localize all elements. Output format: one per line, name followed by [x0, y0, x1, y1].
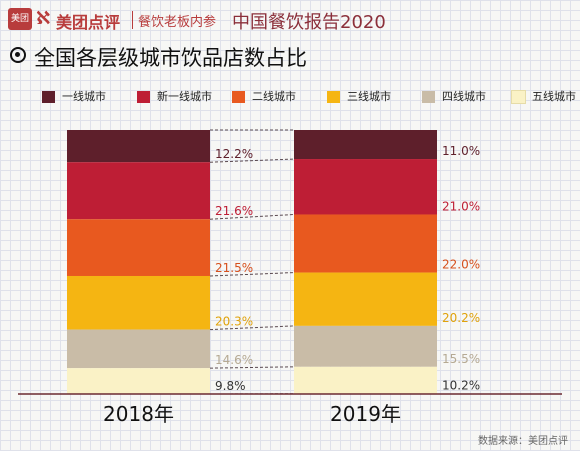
legend-label: 二线城市	[252, 90, 296, 103]
brand-name: 美团点评	[56, 13, 121, 32]
header-divider	[132, 11, 133, 29]
legend-label: 四线城市	[442, 90, 486, 103]
bar-segment-1-3	[294, 272, 437, 326]
legend-label: 五线城市	[532, 90, 576, 103]
value-label-1-5: 10.2%	[442, 379, 480, 393]
bar-segment-0-4	[67, 329, 210, 369]
legend-swatch	[42, 91, 55, 103]
legend-swatch	[232, 91, 245, 103]
data-source: 数据来源：美团点评	[478, 436, 568, 447]
meituan-logo-badge: 美团	[8, 8, 32, 30]
connector-line-4	[209, 325, 295, 331]
bar-segment-0-1	[67, 162, 210, 220]
connector-line-3	[209, 272, 295, 277]
category-label-0: 2018年	[103, 402, 174, 426]
sub-brand: 餐饮老板内参	[138, 15, 217, 30]
legend-label: 一线城市	[62, 90, 106, 103]
value-label-0-2: 21.5%	[215, 261, 253, 275]
bullet-circle-icon	[10, 47, 26, 63]
value-label-0-0: 12.2%	[215, 147, 253, 161]
legend-label: 新一线城市	[157, 90, 212, 103]
value-label-1-4: 15.5%	[442, 352, 480, 366]
legend-swatch	[327, 91, 340, 103]
category-label-1: 2019年	[330, 402, 401, 426]
value-label-1-2: 22.0%	[442, 258, 480, 272]
bar-segment-0-0	[67, 130, 210, 163]
dianping-logo-icon: ℵ	[36, 8, 51, 29]
value-label-0-3: 20.3%	[215, 315, 253, 329]
value-label-0-4: 14.6%	[215, 353, 253, 367]
legend-swatch	[137, 91, 150, 103]
bar-segment-0-5	[67, 368, 210, 394]
value-label-1-0: 11.0%	[442, 144, 480, 158]
report-header: 美团 ℵ 美团点评 餐饮老板内参 中国餐饮报告2020	[8, 6, 580, 34]
bar-segment-1-5	[294, 366, 437, 394]
bar-segment-1-1	[294, 159, 437, 215]
bar-segment-1-4	[294, 325, 437, 367]
value-label-1-1: 21.0%	[442, 199, 480, 213]
legend-label: 三线城市	[347, 90, 391, 103]
bar-segment-0-2	[67, 219, 210, 276]
chart-title: 全国各层级城市饮品店数占比	[34, 46, 307, 70]
value-label-1-3: 20.2%	[442, 311, 480, 325]
report-title: 中国餐饮报告2020	[232, 12, 386, 33]
bar-segment-0-3	[67, 275, 210, 330]
bar-segment-1-0	[294, 130, 437, 160]
legend-swatch	[511, 90, 526, 104]
connector-line-1	[209, 158, 295, 163]
legend-swatch	[422, 91, 435, 103]
bar-segment-1-2	[294, 214, 437, 273]
connector-line-2	[209, 213, 295, 220]
value-label-0-1: 21.6%	[215, 204, 253, 218]
chart-legend: 一线城市 新一线城市 二线城市 三线城市 四线城市 五线城市	[42, 89, 576, 105]
value-label-0-5: 9.8%	[215, 379, 246, 393]
connector-line-5	[209, 366, 295, 369]
